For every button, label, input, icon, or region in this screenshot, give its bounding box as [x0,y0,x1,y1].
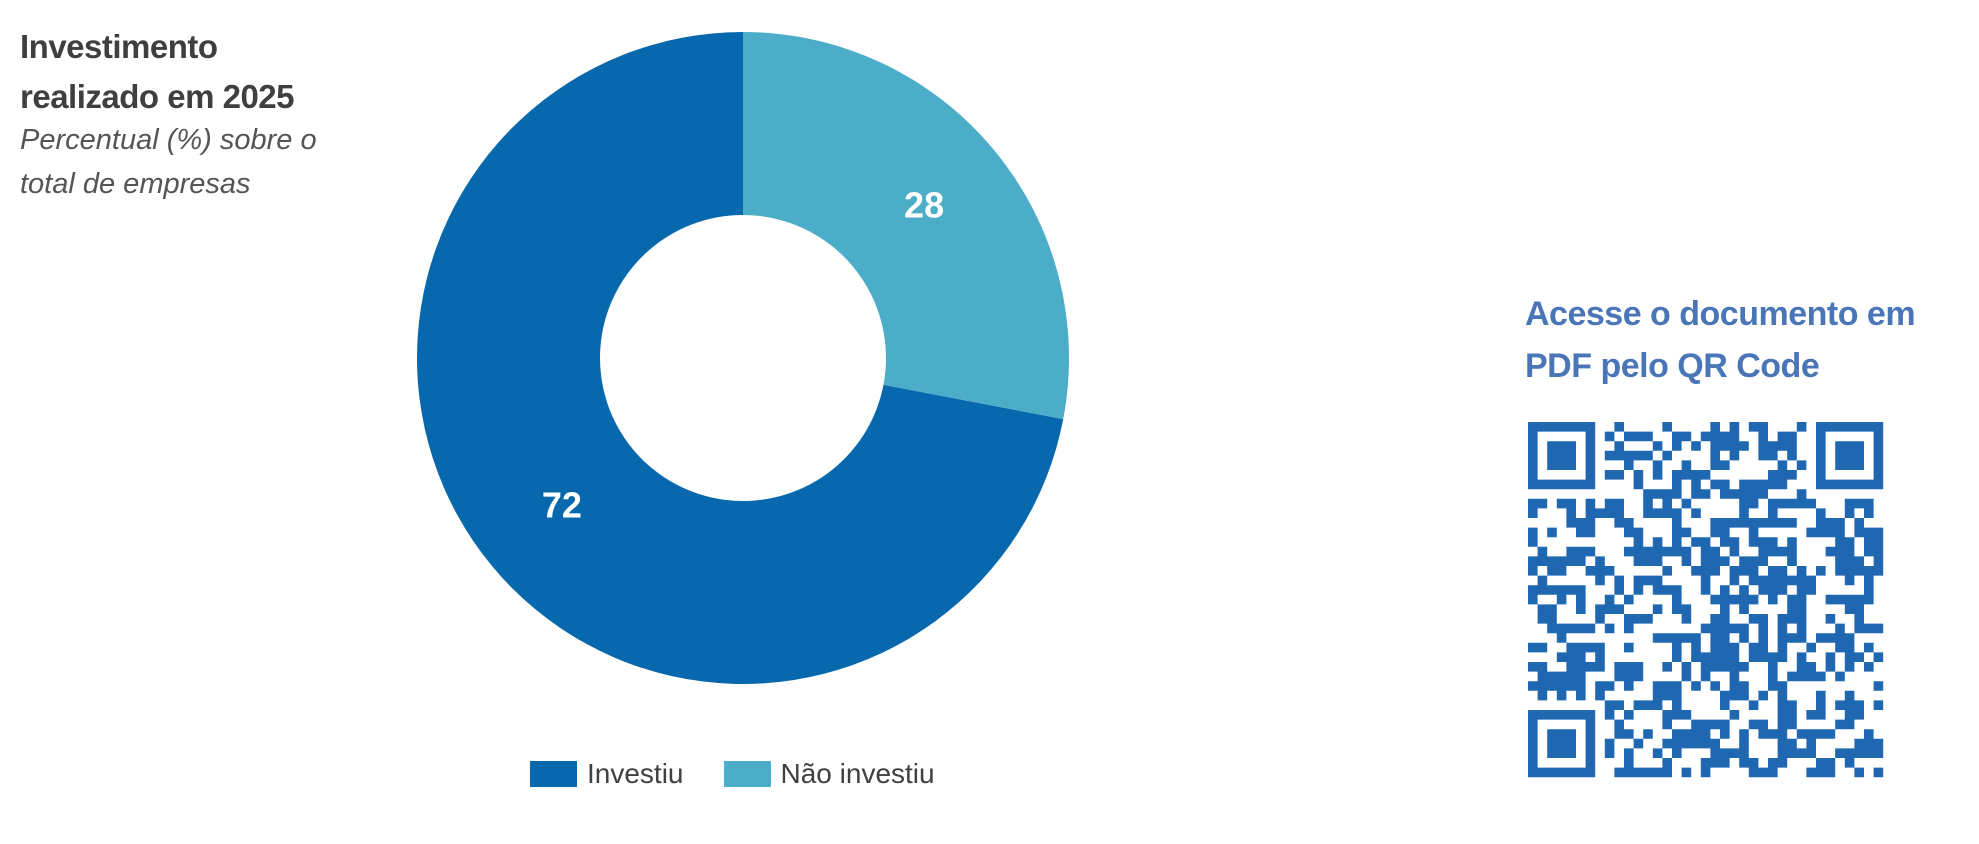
donut-segment [416,32,1064,685]
legend: Investiu Não investiu [530,758,975,790]
donut-segment [743,32,1069,420]
data-label: 72 [542,484,582,525]
data-label: 28 [904,185,944,226]
legend-item: Não investiu [723,758,935,790]
qr-code [1528,422,1884,778]
legend-swatch [723,761,771,787]
chart-title: Investimento realizado em 2025 [20,28,295,115]
legend-item: Investiu [530,758,684,790]
legend-label: Investiu [587,758,684,789]
legend-label: Não investiu [780,758,935,789]
legend-swatch [530,761,577,787]
chart-subtitle: Percentual (%) sobre o total de empresas [20,124,317,200]
qr-caption: Acesse o documento em PDF pelo QR Code [1525,295,1916,385]
